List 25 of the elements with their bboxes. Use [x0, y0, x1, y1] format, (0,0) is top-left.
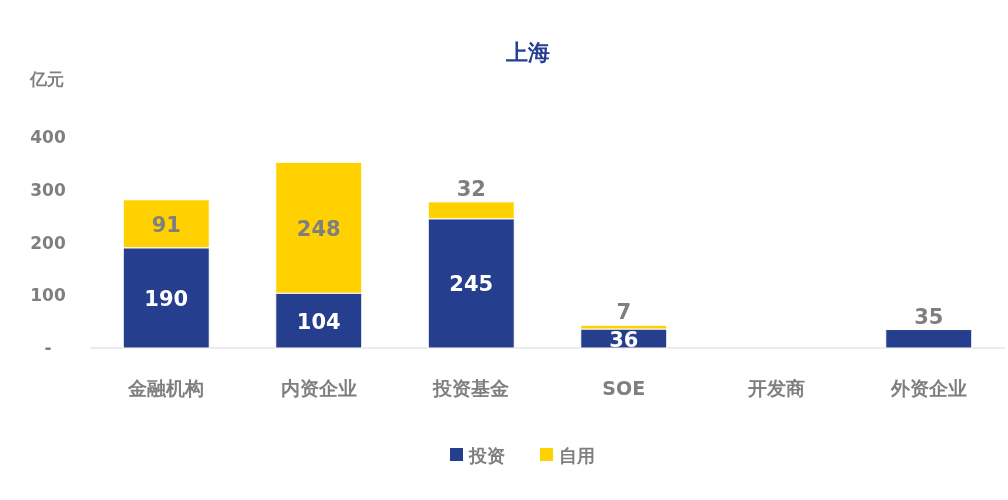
x-tick-label: 金融机构 [127, 377, 205, 399]
x-tick-label: 内资企业 [280, 377, 357, 399]
data-label: 32 [456, 176, 486, 201]
chart-title: 上海 [505, 40, 550, 65]
y-tick-label: - [44, 338, 52, 358]
y-axis-title: 亿元 [29, 69, 64, 89]
y-tick-label: 300 [30, 179, 66, 200]
y-tick-label: 400 [30, 127, 66, 147]
data-label: 35 [914, 304, 944, 329]
x-tick-label: 开发商 [746, 377, 805, 399]
legend-label: 自用 [559, 445, 595, 466]
legend-label: 投资 [468, 445, 505, 466]
data-label: 7 [616, 300, 632, 325]
y-tick-label: 200 [30, 232, 66, 253]
x-tick-label: 外资企业 [889, 377, 967, 399]
bar [885, 329, 973, 349]
data-label: 36 [609, 327, 639, 352]
data-label: 248 [296, 216, 341, 241]
x-tick-label: 投资基金 [432, 377, 510, 399]
y-tick-label: 100 [30, 285, 66, 306]
data-label: 190 [144, 286, 189, 311]
data-label: 245 [449, 272, 494, 297]
data-label: 104 [296, 309, 341, 334]
x-tick-label: SOE [602, 377, 646, 399]
data-label: 91 [151, 212, 181, 237]
